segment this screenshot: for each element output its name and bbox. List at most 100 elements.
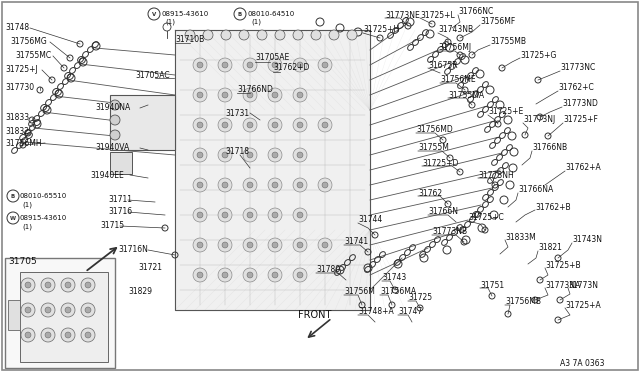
Text: 31832: 31832	[5, 126, 29, 135]
Circle shape	[25, 332, 31, 338]
Text: 31725: 31725	[408, 294, 432, 302]
Text: 31725+B: 31725+B	[545, 260, 580, 269]
Text: 31716: 31716	[108, 208, 132, 217]
Circle shape	[218, 178, 232, 192]
Text: 31756MJ: 31756MJ	[438, 44, 471, 52]
Text: 31721: 31721	[138, 263, 162, 273]
Text: 31756MB: 31756MB	[505, 298, 541, 307]
Circle shape	[65, 307, 71, 313]
Text: 31940EE: 31940EE	[90, 170, 124, 180]
Circle shape	[218, 208, 232, 222]
Circle shape	[322, 182, 328, 188]
Circle shape	[41, 278, 55, 292]
Circle shape	[193, 88, 207, 102]
Circle shape	[193, 148, 207, 162]
Circle shape	[222, 272, 228, 278]
Circle shape	[297, 122, 303, 128]
Text: FRONT: FRONT	[298, 310, 332, 320]
Circle shape	[81, 328, 95, 342]
Circle shape	[243, 208, 257, 222]
Circle shape	[203, 30, 213, 40]
Circle shape	[85, 332, 91, 338]
Circle shape	[318, 238, 332, 252]
Circle shape	[21, 303, 35, 317]
Text: (1): (1)	[22, 202, 32, 208]
Text: 31731: 31731	[225, 109, 249, 118]
Circle shape	[81, 278, 95, 292]
Text: 31762: 31762	[418, 189, 442, 198]
Circle shape	[293, 30, 303, 40]
Text: 31725+H: 31725+H	[363, 26, 399, 35]
Bar	[110, 152, 132, 174]
Circle shape	[293, 238, 307, 252]
Circle shape	[218, 58, 232, 72]
Text: 31773NJ: 31773NJ	[523, 115, 556, 125]
Text: 31748: 31748	[5, 23, 29, 32]
Circle shape	[272, 122, 278, 128]
Circle shape	[293, 148, 307, 162]
Text: 31766N: 31766N	[428, 208, 458, 217]
Circle shape	[197, 62, 203, 68]
Text: 31766ND: 31766ND	[237, 86, 273, 94]
Text: 31766NA: 31766NA	[518, 186, 553, 195]
Circle shape	[21, 328, 35, 342]
Circle shape	[268, 88, 282, 102]
Circle shape	[243, 58, 257, 72]
Circle shape	[272, 152, 278, 158]
Circle shape	[257, 30, 267, 40]
Text: B: B	[11, 193, 15, 199]
Circle shape	[197, 212, 203, 218]
Text: 08915-43610: 08915-43610	[161, 11, 208, 17]
Circle shape	[193, 268, 207, 282]
Circle shape	[197, 242, 203, 248]
Circle shape	[268, 148, 282, 162]
Polygon shape	[175, 30, 370, 310]
Circle shape	[110, 115, 120, 125]
Circle shape	[322, 62, 328, 68]
Text: W: W	[10, 215, 16, 221]
Circle shape	[25, 307, 31, 313]
Circle shape	[268, 238, 282, 252]
Circle shape	[272, 62, 278, 68]
Circle shape	[247, 212, 253, 218]
Circle shape	[247, 92, 253, 98]
Circle shape	[193, 118, 207, 132]
Text: 31773NH: 31773NH	[478, 170, 514, 180]
Text: 31705AE: 31705AE	[255, 54, 289, 62]
Text: B: B	[238, 12, 242, 16]
Circle shape	[193, 178, 207, 192]
Text: 31762+A: 31762+A	[565, 164, 601, 173]
Text: 31710B: 31710B	[175, 35, 204, 45]
Circle shape	[297, 152, 303, 158]
Circle shape	[110, 100, 120, 110]
Text: 31743: 31743	[382, 273, 406, 282]
Circle shape	[293, 268, 307, 282]
Circle shape	[297, 272, 303, 278]
Circle shape	[243, 238, 257, 252]
Circle shape	[218, 118, 232, 132]
Text: 31755MB: 31755MB	[490, 38, 526, 46]
Text: 31718: 31718	[225, 148, 249, 157]
Circle shape	[243, 118, 257, 132]
Circle shape	[85, 307, 91, 313]
Circle shape	[247, 242, 253, 248]
Circle shape	[272, 212, 278, 218]
Text: 31773NB: 31773NB	[432, 228, 467, 237]
Text: 31773NC: 31773NC	[560, 64, 595, 73]
Circle shape	[110, 130, 120, 140]
Text: 31743N: 31743N	[572, 235, 602, 244]
Text: 31715: 31715	[100, 221, 124, 231]
Circle shape	[293, 178, 307, 192]
Text: 31773NA: 31773NA	[545, 280, 580, 289]
Text: 31755MC: 31755MC	[15, 51, 51, 61]
Circle shape	[243, 88, 257, 102]
Circle shape	[25, 282, 31, 288]
Circle shape	[45, 332, 51, 338]
Circle shape	[197, 182, 203, 188]
Circle shape	[65, 282, 71, 288]
Text: 31833: 31833	[5, 113, 29, 122]
Circle shape	[318, 178, 332, 192]
Circle shape	[297, 212, 303, 218]
Circle shape	[243, 268, 257, 282]
Circle shape	[221, 30, 231, 40]
